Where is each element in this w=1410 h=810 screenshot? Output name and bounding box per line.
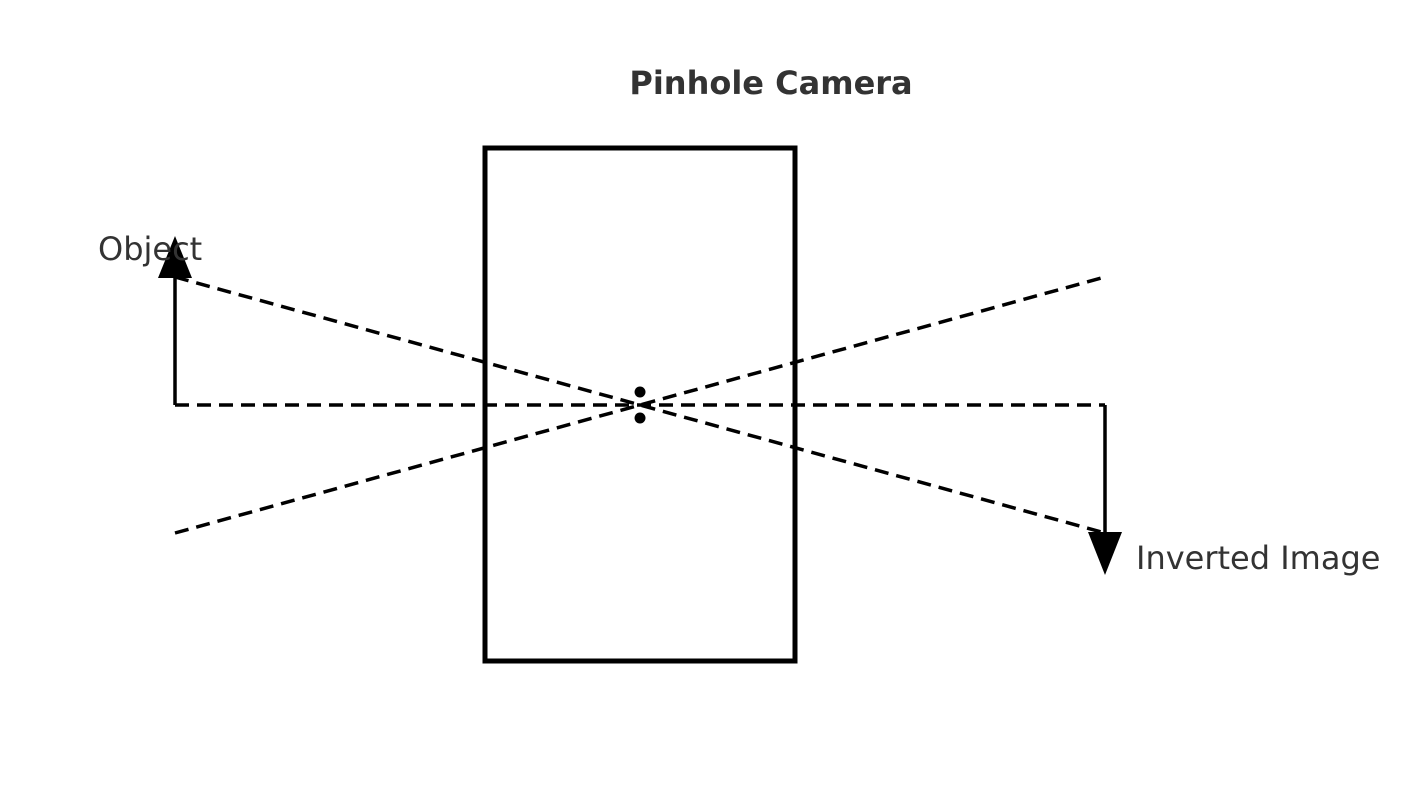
object-label: Object [98,230,202,268]
inverted-image-label: Inverted Image [1136,539,1380,577]
light-ray-bottom [174,275,1106,535]
pinhole-lower-edge [634,412,646,424]
pinhole-upper-edge [634,386,646,398]
image-arrow-head [1088,532,1122,575]
object-arrow-head [158,236,192,278]
diagram-title: Pinhole Camera [629,64,912,102]
light-ray-top [174,275,1106,535]
